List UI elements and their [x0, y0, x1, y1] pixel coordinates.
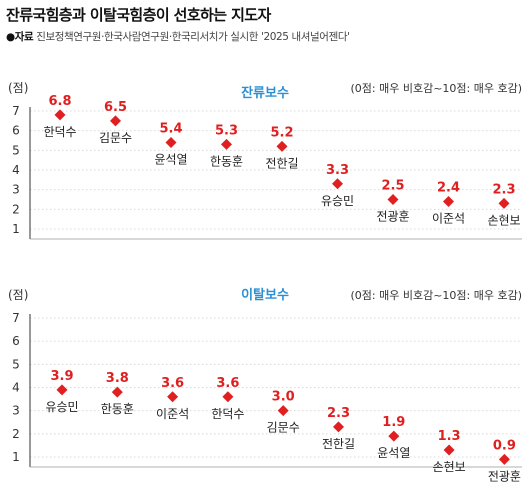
data-point — [443, 444, 455, 456]
y-tick-label: 1 — [12, 222, 20, 236]
category-label: 한덕수 — [211, 407, 244, 421]
value-label: 3.6 — [161, 376, 184, 391]
category-label: 전한길 — [322, 437, 355, 451]
source-note: ●자료 진보정책연구원·한국사람연구원·한국리서치가 실시한 '2025 내셔널… — [6, 29, 350, 44]
data-point — [165, 136, 177, 148]
y-tick-label: 2 — [12, 202, 20, 216]
y-tick-label: 6 — [12, 124, 20, 138]
scale-note: (0점: 매우 비호감~10점: 매우 호감) — [350, 289, 522, 302]
y-tick-label: 4 — [12, 381, 20, 395]
panel-title: 이탈보수 — [241, 287, 289, 303]
category-label: 한동훈 — [101, 402, 134, 416]
y-tick-label: 3 — [12, 183, 20, 197]
category-label: 김문수 — [267, 421, 300, 435]
value-label: 2.3 — [492, 182, 515, 197]
value-label: 3.9 — [50, 369, 73, 384]
data-point — [276, 140, 288, 152]
value-label: 3.6 — [216, 376, 239, 391]
value-label: 5.3 — [215, 123, 238, 138]
category-label: 한덕수 — [43, 125, 76, 139]
y-tick-label: 7 — [12, 104, 20, 118]
value-label: 2.3 — [327, 406, 350, 421]
data-point — [388, 430, 400, 442]
value-label: 2.4 — [437, 180, 460, 195]
value-label: 6.8 — [48, 94, 71, 109]
y-tick-label: 2 — [12, 427, 20, 441]
data-point — [387, 194, 399, 205]
value-label: 3.0 — [272, 390, 295, 405]
data-point — [222, 391, 234, 403]
value-label: 1.3 — [438, 429, 461, 444]
value-label: 1.9 — [382, 415, 405, 430]
data-point — [56, 384, 68, 396]
data-point — [332, 178, 343, 190]
category-label: 윤석열 — [154, 152, 187, 166]
data-point — [111, 386, 123, 398]
y-tick-label: 5 — [12, 143, 20, 157]
value-label: 5.2 — [270, 125, 293, 140]
data-point — [54, 109, 66, 121]
category-label: 이준석 — [156, 407, 189, 421]
category-label: 손현보 — [487, 213, 520, 227]
data-point — [110, 115, 121, 127]
source-label: ●자료 — [6, 31, 34, 43]
category-label: 유승민 — [321, 194, 354, 208]
category-label: 전한길 — [265, 156, 298, 170]
data-point — [221, 138, 232, 150]
y-tick-label: 4 — [12, 163, 20, 177]
value-label: 3.3 — [326, 163, 349, 178]
y-axis-label: (점) — [8, 81, 28, 95]
y-tick-label: 1 — [12, 450, 20, 464]
data-point — [277, 405, 289, 417]
category-label: 김문수 — [99, 131, 132, 145]
data-point — [443, 195, 454, 207]
value-label: 2.5 — [381, 179, 404, 194]
data-point — [167, 391, 179, 403]
value-label: 6.5 — [104, 100, 127, 115]
y-tick-label: 7 — [12, 311, 20, 325]
chart-title: 잔류국힘층과 이탈국힘층이 선호하는 지도자 — [6, 6, 271, 24]
category-label: 한동훈 — [210, 154, 243, 168]
value-label: 0.9 — [493, 438, 516, 453]
category-label: 윤석열 — [377, 446, 410, 460]
category-label: 손현보 — [433, 460, 466, 474]
y-axis-label: (점) — [8, 288, 28, 302]
y-tick-label: 5 — [12, 357, 20, 371]
category-label: 이준석 — [432, 211, 465, 225]
scale-note: (0점: 매우 비호감~10점: 매우 호감) — [350, 82, 522, 95]
y-tick-label: 6 — [12, 334, 20, 348]
category-label: 전광훈 — [488, 469, 521, 483]
data-point — [333, 421, 344, 433]
category-label: 유승민 — [45, 400, 78, 414]
source-text: 진보정책연구원·한국사람연구원·한국리서치가 실시한 '2025 내셔널어젠다' — [36, 31, 350, 43]
y-tick-label: 3 — [12, 404, 20, 418]
data-point — [498, 197, 510, 209]
panel-title: 잔류보수 — [241, 85, 289, 101]
value-label: 5.4 — [159, 121, 182, 136]
data-point — [498, 453, 510, 465]
value-label: 3.8 — [106, 371, 129, 386]
category-label: 전광훈 — [376, 210, 409, 224]
